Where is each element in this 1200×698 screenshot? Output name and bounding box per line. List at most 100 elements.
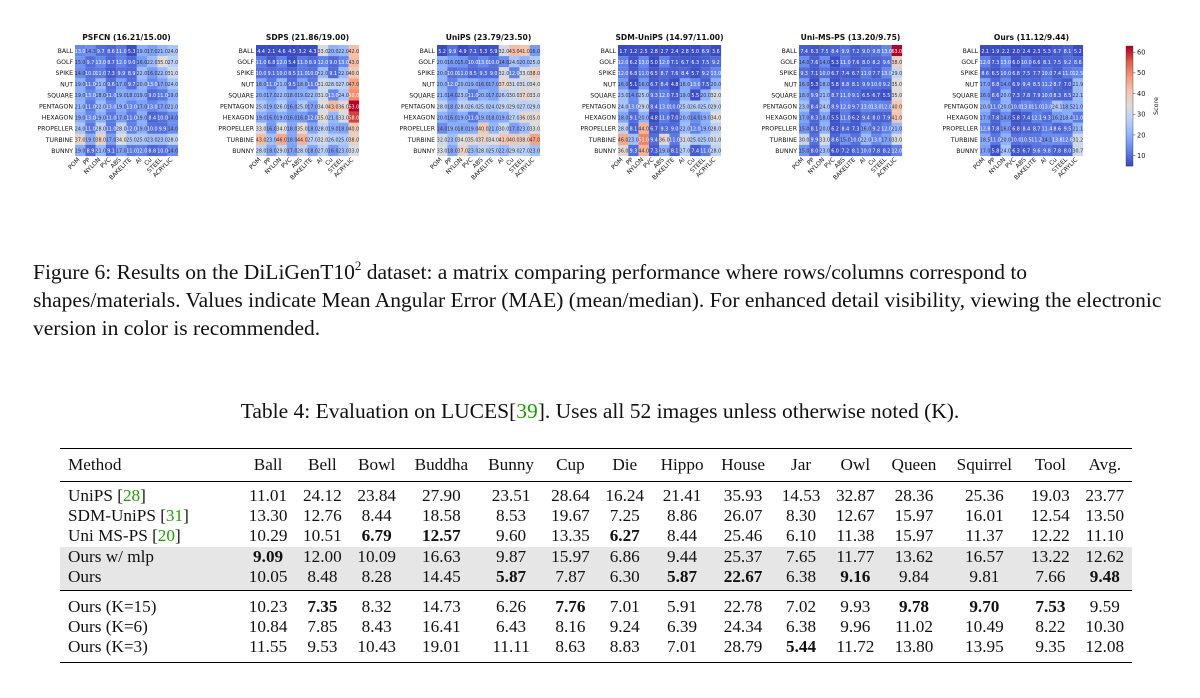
cell-value: 6.7 bbox=[1053, 49, 1061, 55]
cell-value: 9.3 bbox=[630, 149, 638, 155]
cell-value: 7.5 bbox=[702, 82, 710, 88]
cell-value: 16.0 bbox=[799, 82, 810, 88]
cell-value: 22.0 bbox=[338, 71, 349, 77]
cell-value: 3.6 bbox=[712, 49, 720, 55]
heatmap-cell bbox=[1052, 56, 1063, 68]
cell-value: 18.0 bbox=[618, 115, 629, 121]
cell-value: 10.0 bbox=[1042, 93, 1053, 99]
cell-value: 33.0 bbox=[819, 138, 830, 144]
heatmap-cell bbox=[819, 133, 830, 145]
heatmap-cell bbox=[700, 89, 711, 101]
heatmap-cell bbox=[126, 111, 137, 123]
heatmap-cell bbox=[819, 45, 830, 57]
heatmap-cell bbox=[509, 78, 520, 90]
cell-value: 14.0 bbox=[75, 71, 86, 77]
heatmap-cell bbox=[860, 67, 872, 79]
table-cell: 9.35 bbox=[1035, 637, 1066, 657]
heatmap-cell bbox=[669, 144, 680, 157]
cell-value: 23.0 bbox=[530, 149, 541, 155]
row-label: HEXAGON bbox=[947, 115, 979, 122]
cell-value: 10.0 bbox=[85, 71, 96, 77]
heatmap-cell bbox=[809, 100, 820, 112]
cell-value: 28.0 bbox=[116, 126, 127, 132]
cell-value: 32.0 bbox=[499, 71, 510, 77]
column-label: POM bbox=[67, 156, 82, 171]
cell-value: 6.6 bbox=[1033, 60, 1041, 66]
cell-value: 13.0 bbox=[478, 60, 489, 66]
cell-value: 22.0 bbox=[157, 71, 168, 77]
column-label: POM bbox=[610, 156, 625, 171]
cell-value: 14.0 bbox=[1000, 82, 1011, 88]
row-label: HEXAGON bbox=[42, 115, 74, 122]
cell-value: 19.0 bbox=[468, 82, 479, 88]
heatmap-cell bbox=[116, 133, 127, 145]
citation-link[interactable]: 20 bbox=[157, 526, 175, 546]
heatmap-cell bbox=[105, 56, 117, 68]
heatmap-cell bbox=[1052, 144, 1063, 157]
cell-value: 8.5 bbox=[1064, 93, 1072, 99]
row-label: SPIKE bbox=[56, 70, 74, 77]
table-cell: 9.48 bbox=[1077, 566, 1132, 591]
cell-value: 16.0 bbox=[1000, 126, 1011, 132]
heatmap-cell bbox=[659, 133, 670, 145]
method-name: UniPS [28] bbox=[68, 486, 146, 506]
heatmap-cell bbox=[638, 45, 649, 57]
cell-value: 10.0 bbox=[447, 71, 458, 77]
heatmap-cell bbox=[871, 122, 882, 134]
heatmap-cell bbox=[147, 45, 158, 57]
heatmap-cell bbox=[75, 45, 86, 57]
heatmap-cell bbox=[1000, 144, 1011, 157]
heatmap-cell bbox=[871, 56, 882, 68]
heatmap-cell bbox=[317, 100, 329, 112]
cell-value: 9.8 bbox=[872, 49, 880, 55]
colorbar-segment bbox=[1126, 134, 1133, 137]
row-label: BUNNY bbox=[775, 148, 797, 155]
heatmap-cell bbox=[467, 133, 479, 145]
cell-value: 33.0 bbox=[519, 71, 530, 77]
cell-value: 21.0 bbox=[95, 82, 106, 88]
heatmap-cell bbox=[498, 144, 510, 157]
cell-value: 19.0 bbox=[680, 93, 691, 99]
heatmap-cell bbox=[710, 133, 722, 145]
heatmap-cell bbox=[147, 100, 158, 112]
cell-value: 6.7 bbox=[872, 93, 880, 99]
heatmap-cell bbox=[819, 89, 830, 101]
table-cell: 5.87 bbox=[651, 566, 713, 591]
heatmap-cell bbox=[871, 144, 882, 157]
cell-value: 10.0 bbox=[147, 126, 158, 132]
heatmap-cell bbox=[1021, 111, 1032, 123]
cell-value: 4.9 bbox=[459, 49, 467, 55]
cell-value: 11.0 bbox=[106, 93, 117, 99]
heatmap-cell bbox=[297, 78, 308, 90]
colorbar-segment bbox=[1126, 92, 1133, 95]
cell-value: 9.2 bbox=[712, 60, 720, 66]
table-cell: 8.48 bbox=[295, 566, 350, 591]
cell-value: 7.8 bbox=[872, 149, 880, 155]
heatmap-cell bbox=[1031, 45, 1042, 57]
cell-value: 24.0 bbox=[819, 104, 830, 110]
cell-value: 33.0 bbox=[437, 149, 448, 155]
cell-value: 27.0 bbox=[338, 82, 349, 88]
heatmap-cell bbox=[809, 67, 820, 79]
colorbar-segment bbox=[1126, 66, 1133, 69]
cell-value: 5.5 bbox=[831, 115, 839, 121]
heatmap-cell bbox=[1052, 133, 1063, 145]
column-label: PP bbox=[625, 156, 635, 166]
citation-link[interactable]: 31 bbox=[165, 506, 184, 526]
heatmap-cell bbox=[286, 45, 298, 57]
heatmap-cell bbox=[1041, 100, 1053, 112]
heatmap-cell bbox=[147, 67, 158, 79]
heatmap-cell bbox=[529, 89, 541, 101]
cell-value: 7.9 bbox=[883, 115, 891, 121]
cell-value: 18.4 bbox=[1062, 115, 1073, 121]
citation-link[interactable]: 28 bbox=[122, 486, 141, 506]
cell-value: 13.0 bbox=[338, 60, 349, 66]
heatmap-cell bbox=[799, 144, 810, 157]
column-label: Al bbox=[315, 156, 324, 165]
cell-value: 6.5 bbox=[862, 93, 870, 99]
cell-value: 6.5 bbox=[650, 71, 658, 77]
cell-value: 6.7 bbox=[852, 71, 860, 77]
citation-link[interactable]: 39 bbox=[516, 399, 538, 423]
table-cell: 14.73 bbox=[422, 597, 461, 617]
cell-value: 9.2 bbox=[702, 71, 710, 77]
